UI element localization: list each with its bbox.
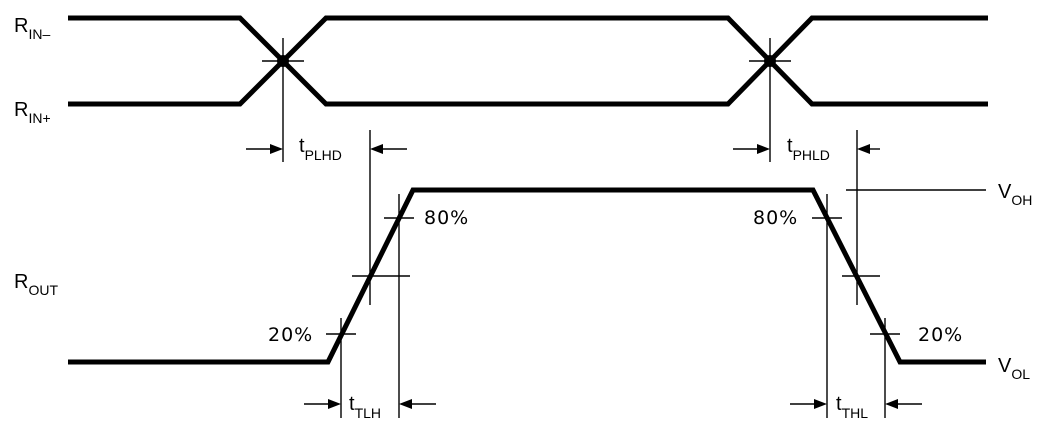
- voh-label-main: V: [998, 181, 1012, 203]
- rin-minus-label: RIN–: [14, 15, 50, 42]
- tplhd-label: tPLHD: [299, 135, 342, 163]
- input-waveforms: [68, 15, 988, 107]
- tplhd-left-arrowhead: [270, 144, 283, 154]
- ttlh-right-arrowhead: [399, 399, 412, 409]
- ttlh-label: tTLH: [349, 393, 381, 421]
- rin-plus-waveform: [68, 15, 988, 107]
- tplhd-label-sub: PLHD: [305, 147, 342, 163]
- tthl-right-arrowhead: [885, 399, 898, 409]
- fall-80-percent-label: 80%: [753, 207, 798, 229]
- fall-20-percent-label: 20%: [918, 324, 963, 346]
- reference-lines: [282, 38, 986, 418]
- ttlh-label-sub: TLH: [355, 405, 381, 421]
- tphld-right-arrowhead: [857, 144, 870, 154]
- rin-plus-label-main: R: [14, 99, 28, 121]
- tthl-label-sub: THL: [842, 405, 869, 421]
- measurement-arrows: [246, 144, 922, 409]
- tthl-label-main: t: [836, 393, 842, 415]
- rin-plus-label: RIN+: [14, 99, 51, 126]
- rout-label: ROUT: [14, 271, 58, 298]
- tphld-label: tPHLD: [787, 135, 830, 163]
- tthl-left-arrowhead: [814, 399, 827, 409]
- voh-label: VOH: [998, 181, 1032, 208]
- rin-plus-label-sub: IN+: [28, 110, 50, 126]
- tplhd-label-main: t: [299, 135, 305, 157]
- tplhd-right-arrowhead: [370, 144, 383, 154]
- ttlh-left-arrowhead: [328, 399, 341, 409]
- tphld-left-arrowhead: [757, 144, 770, 154]
- voh-label-sub: OH: [1011, 192, 1032, 208]
- rin-minus-label-sub: IN–: [28, 26, 50, 42]
- vol-label-sub: OL: [1011, 366, 1030, 382]
- rin-minus-waveform: [68, 15, 988, 107]
- vol-label: VOL: [998, 355, 1030, 382]
- rout-waveform: [68, 187, 986, 365]
- tphld-label-sub: PHLD: [793, 147, 830, 163]
- rout-label-sub: OUT: [28, 282, 58, 298]
- rout-label-main: R: [14, 271, 28, 293]
- rin-minus-label-main: R: [14, 15, 28, 37]
- tphld-label-main: t: [787, 135, 793, 157]
- ttlh-label-main: t: [349, 393, 355, 415]
- rise-20-percent-label: 20%: [268, 324, 313, 346]
- rise-80-percent-label: 80%: [424, 207, 469, 229]
- tthl-label: tTHL: [836, 393, 868, 421]
- vol-label-main: V: [998, 355, 1012, 377]
